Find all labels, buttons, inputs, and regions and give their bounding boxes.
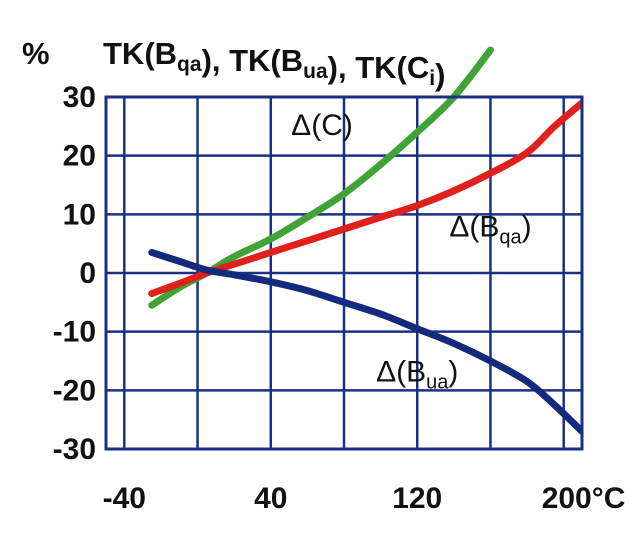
series-label-sub: qa bbox=[499, 227, 522, 249]
subscript: ua bbox=[303, 60, 328, 83]
series-label-main: Δ(C) bbox=[291, 109, 353, 142]
series-label-sub: ua bbox=[426, 372, 449, 394]
text-part: ), TK(C bbox=[328, 50, 430, 85]
plot-border bbox=[104, 95, 584, 451]
series-label-close: ) bbox=[448, 356, 458, 389]
series-labels: Δ(C)Δ(Bqa)Δ(Bua) bbox=[291, 109, 531, 393]
y-axis-label: % bbox=[22, 36, 50, 71]
series-label-delta-bua: Δ(Bua) bbox=[376, 356, 458, 394]
text-part: ), TK(B bbox=[202, 43, 304, 78]
y-tick-label: -30 bbox=[53, 433, 96, 466]
subscript: qa bbox=[177, 53, 202, 76]
series-line-delta-bua bbox=[148, 248, 582, 435]
y-tick-label: -10 bbox=[53, 316, 96, 349]
x-tick-label: 40 bbox=[254, 482, 287, 515]
series-label-main: Δ(B bbox=[449, 211, 499, 244]
y-tick-label: 30 bbox=[63, 81, 96, 114]
x-tick-label: 120 bbox=[392, 482, 442, 515]
text-part: ) bbox=[435, 57, 445, 92]
y-tick-label: 20 bbox=[63, 140, 96, 173]
tick-labels: 30 20 10 0 -10 -20 -30-40 40 120 200°C bbox=[53, 81, 626, 515]
subscript: i bbox=[429, 67, 435, 90]
text-part: TK(B bbox=[103, 36, 177, 71]
series-label-delta-c: Δ(C) bbox=[291, 109, 353, 142]
y-tick-label: -20 bbox=[53, 374, 96, 407]
series-label-delta-bqa: Δ(Bqa) bbox=[449, 211, 531, 249]
plot-frame bbox=[104, 95, 584, 451]
y-tick-label: 0 bbox=[79, 257, 96, 290]
x-tick-label: 200°C bbox=[542, 482, 626, 515]
x-tick-label: -40 bbox=[103, 482, 146, 515]
series-label-close: ) bbox=[522, 211, 532, 244]
series-label-main: Δ(B bbox=[376, 356, 426, 389]
chart-title: TK(Bqa), TK(Bua), TK(Ci) bbox=[103, 36, 445, 92]
grid bbox=[106, 97, 582, 449]
series-lines bbox=[148, 46, 582, 435]
y-tick-label: 10 bbox=[63, 198, 96, 231]
